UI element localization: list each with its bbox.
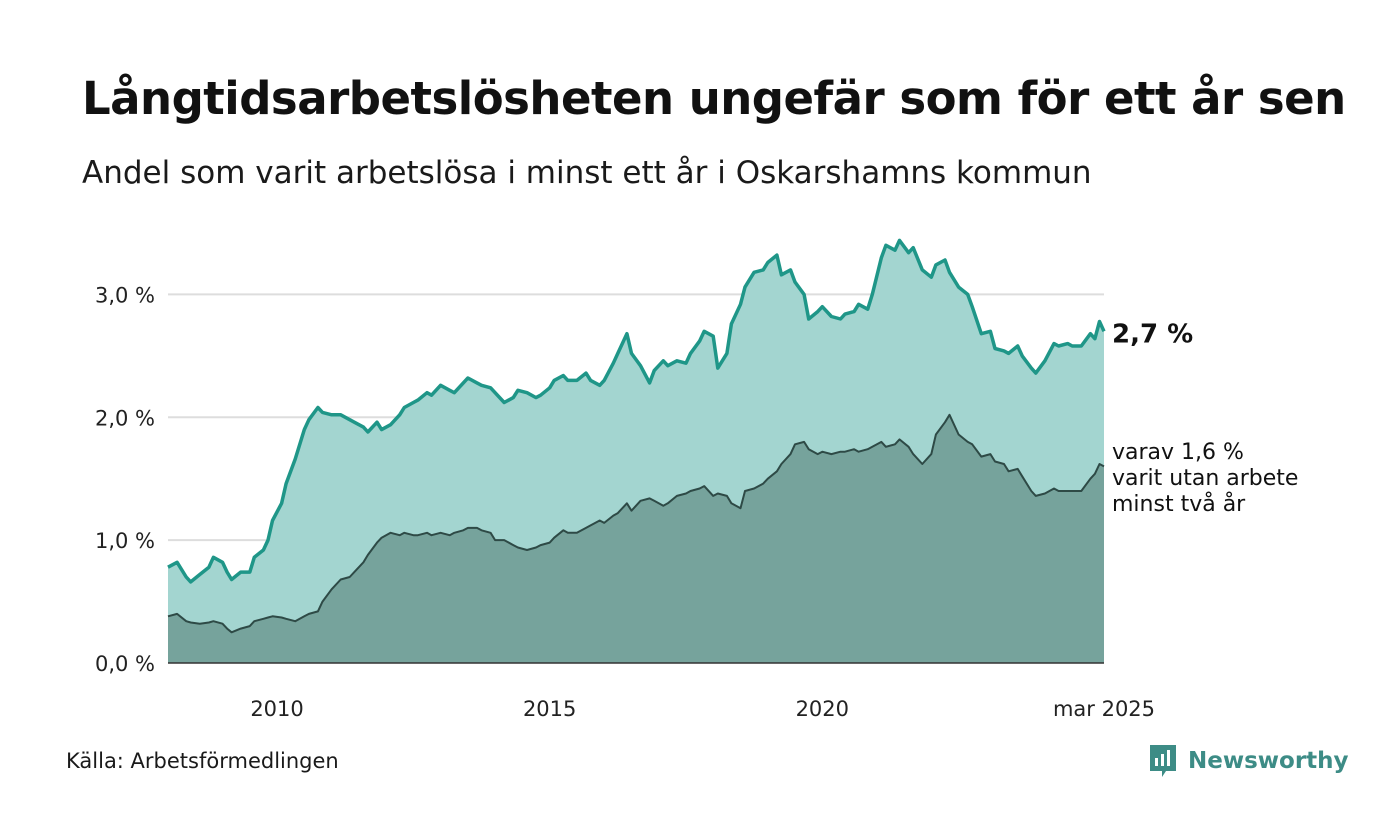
upper-end-label: 2,7 % [1112,319,1193,349]
lower-end-label-line-0: varav 1,6 % [1112,440,1244,465]
chart-title: Långtidsarbetslösheten ungefär som för e… [82,72,1346,125]
series-areas [167,238,1106,663]
lower-end-label-line-2: minst två år [1112,491,1246,517]
lower-end-label-line-1: varit utan arbete [1112,466,1298,491]
chart-subtitle: Andel som varit arbetslösa i minst ett å… [82,155,1092,191]
x-tick-label-0: 2010 [250,697,303,721]
series-lower-line [167,413,1105,634]
y-tick-label-0: 0,0 % [95,652,155,676]
series-upper-line [167,238,1106,584]
y-axis: 0,0 % 1,0 % 2,0 % 3,0 % [95,283,155,676]
source-note: Källa: Arbetsförmedlingen [66,749,339,773]
series-lower-area [168,414,1104,663]
y-tick-label-2: 2,0 % [95,406,155,430]
y-tick-label-1: 1,0 % [95,529,155,553]
newsworthy-logo: Newsworthy [1148,743,1349,779]
y-tick-label-3: 3,0 % [95,283,155,307]
newsworthy-logo-icon [1150,745,1176,777]
logo-text: Newsworthy [1188,748,1349,774]
x-tick-label-3: mar 2025 [1053,697,1155,721]
x-tick-label-2: 2020 [796,697,849,721]
x-tick-label-1: 2015 [523,697,576,721]
x-axis: 2010 2015 2020 mar 2025 [250,697,1155,721]
